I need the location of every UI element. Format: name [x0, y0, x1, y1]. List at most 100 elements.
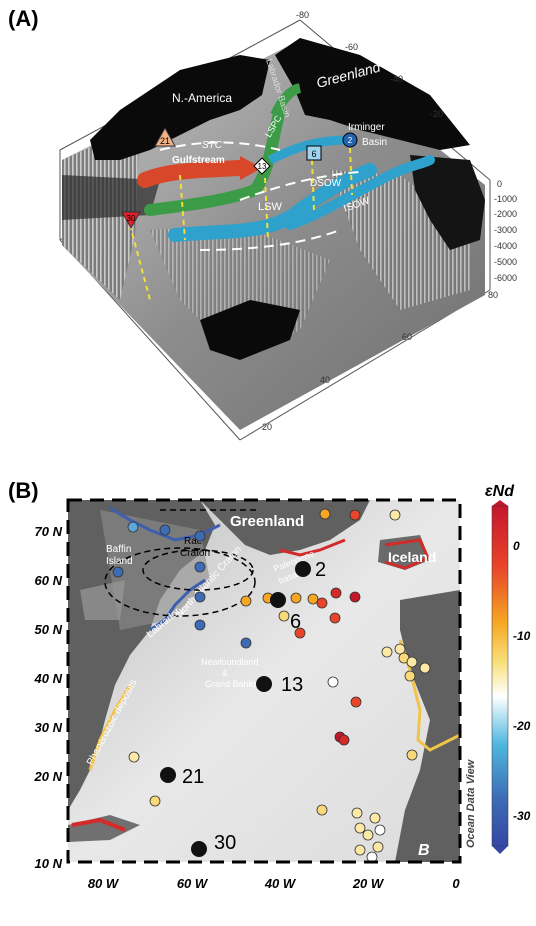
svg-text:-2000: -2000	[494, 209, 517, 219]
craton-outline-outer	[104, 547, 256, 617]
station-2: 2	[295, 559, 326, 581]
label-rae: Rae	[184, 536, 203, 547]
svg-text:0: 0	[452, 876, 460, 891]
current-gulfstream	[137, 160, 248, 188]
station-drops	[129, 147, 353, 301]
label-irminger: Irminger	[348, 122, 385, 133]
recirculation-dashes	[159, 141, 361, 251]
svg-text:-20: -20	[430, 109, 443, 119]
station-6: 6	[270, 592, 301, 633]
svg-text:2: 2	[315, 559, 326, 581]
current-isow	[285, 155, 435, 230]
marker-2: 2	[342, 132, 358, 148]
panel-b-label: (B)	[8, 478, 39, 503]
land-north-america-b	[68, 500, 215, 810]
lat-axis: 80 60 40 20	[262, 290, 498, 432]
panel-a-3d-map: N.-America Greenland Irminger Basin Labr…	[59, 10, 517, 441]
svg-text:-3000: -3000	[494, 225, 517, 235]
label-grand-banks: Grand Banks	[205, 679, 258, 689]
svg-text:80: 80	[488, 290, 498, 300]
label-baffin: Baffin	[106, 544, 131, 555]
shelf-baffin	[80, 580, 125, 620]
label-craton: Craton	[180, 548, 210, 559]
colorbar-title: εNd	[485, 483, 515, 500]
svg-text:60 N: 60 N	[35, 573, 63, 588]
label-iceland: Iceland	[388, 549, 436, 565]
svg-text:30 N: 30 N	[35, 720, 63, 735]
marker-13: 13	[253, 157, 271, 175]
svg-text:40: 40	[320, 375, 330, 385]
svg-text:30: 30	[127, 214, 136, 223]
label-stc: STC	[202, 140, 223, 151]
svg-text:21: 21	[160, 136, 170, 146]
coast-caribbean-red	[71, 817, 126, 832]
current-lspc	[270, 83, 302, 118]
svg-text:-1000: -1000	[494, 194, 517, 204]
label-dsow: DSOW	[310, 178, 342, 189]
shelf-shadow	[62, 175, 160, 220]
svg-text:13: 13	[258, 162, 267, 171]
colorbar-top-cap	[492, 500, 508, 506]
svg-text:20 W: 20 W	[352, 876, 385, 891]
svg-text:-40: -40	[390, 74, 403, 84]
depth-axis: 0 -1000 -2000 -3000 -4000 -5000 -6000	[494, 179, 517, 283]
station-21: 21	[160, 766, 204, 788]
ocean-data-view-watermark: Ocean Data View	[465, 758, 477, 848]
svg-text:70 N: 70 N	[35, 524, 63, 539]
land-south	[200, 300, 300, 360]
label-island: Island	[106, 556, 133, 567]
marker-6: 6	[306, 145, 322, 161]
svg-text:-60: -60	[345, 42, 358, 52]
svg-text:40 N: 40 N	[34, 671, 63, 686]
current-lsw	[144, 104, 286, 216]
marker-21: 21	[154, 126, 176, 147]
svg-text:0: 0	[497, 179, 502, 189]
svg-text:40 W: 40 W	[264, 876, 297, 891]
label-greenland-b: Greenland	[230, 513, 304, 530]
colorbar-ticks: 0 -10 -20 -30	[513, 539, 531, 823]
craton-outline-inner	[142, 549, 254, 591]
lon-axis-b: 80 W 60 W 40 W 20 W 0	[88, 876, 461, 891]
svg-text:-10: -10	[513, 629, 531, 643]
svg-text:6: 6	[290, 611, 301, 633]
label-north-america: N.-America	[172, 91, 232, 105]
map-corner-label: B	[418, 842, 430, 859]
svg-text:20: 20	[262, 422, 272, 432]
colorbar-bottom-cap	[492, 846, 508, 854]
svg-text:10 N: 10 N	[35, 856, 63, 871]
station-13: 13	[256, 674, 303, 696]
svg-text:60: 60	[402, 332, 412, 342]
colorbar	[491, 505, 509, 847]
svg-text:50 N: 50 N	[35, 622, 63, 637]
coast-red	[279, 538, 430, 570]
current-dsow-upper	[267, 135, 351, 165]
svg-text:30: 30	[214, 832, 236, 854]
svg-text:-30: -30	[513, 809, 531, 823]
label-lsw: LSW	[258, 201, 282, 213]
label-newfoundland: Newfoundland	[201, 657, 259, 667]
svg-text:-5000: -5000	[494, 257, 517, 267]
land-greenland	[275, 38, 470, 150]
svg-text:-6000: -6000	[494, 273, 517, 283]
svg-text:-80: -80	[296, 10, 309, 20]
land-north-america	[90, 55, 270, 160]
label-ampersand: &	[222, 668, 228, 678]
svg-text:0: 0	[513, 539, 520, 553]
station-dots	[112, 508, 431, 863]
label-gulfstream: Gulfstream	[172, 155, 225, 166]
lat-axis-b: 70 N 60 N 50 N 40 N 30 N 20 N 10 N	[34, 524, 63, 871]
land-europe	[410, 155, 485, 250]
panel-a-label: (A)	[8, 6, 39, 31]
svg-text:2: 2	[348, 136, 353, 145]
map-frame	[66, 498, 462, 864]
marker-30: 30	[121, 211, 141, 230]
label-basin: Basin	[362, 137, 387, 148]
gulfstream-arrowhead	[240, 156, 262, 180]
station-30: 30	[191, 832, 236, 857]
svg-text:-20: -20	[513, 719, 531, 733]
svg-text:20 N: 20 N	[34, 769, 63, 784]
panel-b-map: Greenland Iceland Baffin Island Rae Crat…	[34, 483, 531, 891]
lon-axis: -80 -60 -40 -20	[296, 10, 443, 119]
current-dsow	[168, 163, 377, 242]
svg-text:-4000: -4000	[494, 241, 517, 251]
